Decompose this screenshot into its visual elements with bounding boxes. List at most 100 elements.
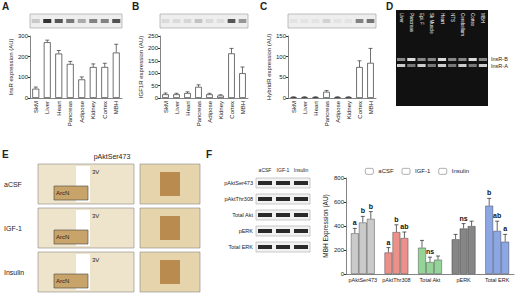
svg-text:250: 250 bbox=[148, 33, 159, 39]
svg-text:Cortex: Cortex bbox=[357, 101, 363, 119]
svg-text:400: 400 bbox=[334, 223, 345, 229]
svg-text:SkM: SkM bbox=[33, 101, 39, 113]
svg-text:Kidney: Kidney bbox=[218, 101, 224, 119]
svg-text:3V: 3V bbox=[92, 257, 99, 263]
svg-text:50: 50 bbox=[151, 83, 158, 89]
svg-text:ArcN: ArcN bbox=[56, 278, 69, 284]
svg-text:b: b bbox=[487, 189, 491, 196]
svg-text:Heart: Heart bbox=[313, 101, 319, 116]
svg-text:200: 200 bbox=[148, 45, 159, 51]
svg-text:pAktThr308: pAktThr308 bbox=[382, 277, 410, 283]
svg-text:ArcN: ArcN bbox=[56, 190, 69, 196]
svg-text:b: b bbox=[394, 216, 398, 223]
svg-text:Pancreas: Pancreas bbox=[67, 101, 73, 126]
svg-text:NTS: NTS bbox=[450, 13, 455, 22]
svg-text:IGF1R expression (AU): IGF1R expression (AU) bbox=[138, 36, 144, 98]
svg-text:Liver: Liver bbox=[174, 101, 180, 114]
svg-text:Pancreas: Pancreas bbox=[196, 101, 202, 126]
svg-text:0: 0 bbox=[25, 95, 29, 101]
svg-text:Cortex: Cortex bbox=[229, 101, 235, 119]
svg-text:Total ERK: Total ERK bbox=[485, 277, 510, 283]
svg-text:C: C bbox=[260, 1, 267, 12]
svg-text:100: 100 bbox=[276, 54, 287, 60]
svg-text:IGF-1: IGF-1 bbox=[4, 225, 22, 232]
svg-text:ArcN: ArcN bbox=[56, 234, 69, 240]
svg-text:Heart: Heart bbox=[56, 101, 62, 116]
svg-text:Insulin: Insulin bbox=[4, 269, 24, 276]
svg-text:Heart: Heart bbox=[185, 101, 191, 116]
svg-text:a: a bbox=[386, 239, 390, 246]
svg-text:SkM: SkM bbox=[163, 101, 169, 113]
svg-text:Heart: Heart bbox=[440, 13, 445, 25]
svg-text:pAktSer473: pAktSer473 bbox=[224, 180, 253, 186]
svg-text:InsR-A: InsR-A bbox=[491, 63, 508, 69]
svg-text:Total ERK: Total ERK bbox=[229, 244, 254, 250]
svg-text:E: E bbox=[2, 149, 9, 160]
svg-text:ab: ab bbox=[493, 212, 501, 219]
svg-text:MBH: MBH bbox=[480, 13, 485, 23]
svg-text:D: D bbox=[386, 1, 393, 12]
svg-text:MBH: MBH bbox=[113, 101, 119, 114]
svg-text:Insulin: Insulin bbox=[294, 167, 309, 173]
svg-text:ab: ab bbox=[400, 223, 408, 230]
svg-text:Pancreas: Pancreas bbox=[324, 101, 330, 126]
svg-text:Liver: Liver bbox=[302, 101, 308, 114]
svg-text:Cortex: Cortex bbox=[102, 101, 108, 119]
svg-text:150: 150 bbox=[148, 58, 159, 64]
svg-text:A: A bbox=[2, 1, 9, 12]
svg-text:MBH: MBH bbox=[240, 101, 246, 114]
svg-text:Kidney: Kidney bbox=[346, 101, 352, 119]
svg-text:aCSF: aCSF bbox=[4, 181, 22, 188]
svg-text:IGF-1: IGF-1 bbox=[415, 168, 431, 174]
svg-text:Kidney: Kidney bbox=[90, 101, 96, 119]
svg-text:Cerebellum: Cerebellum bbox=[460, 13, 465, 36]
svg-text:InsR-B: InsR-B bbox=[491, 56, 508, 62]
svg-text:Total Akt: Total Akt bbox=[232, 212, 253, 218]
svg-text:0: 0 bbox=[283, 95, 287, 101]
svg-text:Cortex: Cortex bbox=[470, 13, 475, 27]
svg-text:SkM: SkM bbox=[291, 101, 297, 113]
svg-text:pAktSer473: pAktSer473 bbox=[348, 277, 377, 283]
svg-text:aCSF: aCSF bbox=[259, 167, 272, 173]
svg-text:F: F bbox=[206, 149, 212, 160]
svg-text:800: 800 bbox=[334, 175, 345, 181]
svg-text:Total Akt: Total Akt bbox=[420, 277, 441, 283]
svg-text:Adipose: Adipose bbox=[207, 100, 213, 122]
svg-text:InsR expression (AU): InsR expression (AU) bbox=[8, 38, 14, 95]
svg-text:3V: 3V bbox=[92, 213, 99, 219]
svg-text:Adipose: Adipose bbox=[335, 100, 341, 122]
svg-text:3V: 3V bbox=[92, 169, 99, 175]
svg-text:pAktSer473: pAktSer473 bbox=[94, 153, 131, 161]
svg-text:300: 300 bbox=[18, 33, 29, 39]
svg-text:pAktThr308: pAktThr308 bbox=[225, 196, 253, 202]
svg-text:ns: ns bbox=[460, 215, 468, 222]
svg-text:50: 50 bbox=[279, 74, 286, 80]
svg-text:0: 0 bbox=[155, 95, 159, 101]
svg-text:a: a bbox=[353, 219, 357, 226]
svg-text:0: 0 bbox=[341, 271, 345, 277]
svg-text:B: B bbox=[132, 1, 139, 12]
svg-text:Adipose: Adipose bbox=[79, 100, 85, 122]
svg-text:Liver: Liver bbox=[399, 13, 404, 23]
svg-text:b: b bbox=[369, 203, 373, 210]
svg-text:a: a bbox=[503, 225, 507, 232]
svg-text:b: b bbox=[361, 207, 365, 214]
svg-text:pERK: pERK bbox=[239, 228, 254, 234]
svg-text:ns: ns bbox=[426, 248, 434, 255]
svg-text:MBH Expression (AU): MBH Expression (AU) bbox=[322, 194, 330, 258]
svg-text:aCSF: aCSF bbox=[378, 168, 394, 174]
svg-text:200: 200 bbox=[18, 54, 29, 60]
svg-text:100: 100 bbox=[18, 74, 29, 80]
svg-text:MBH: MBH bbox=[368, 101, 374, 114]
svg-text:pERK: pERK bbox=[456, 277, 471, 283]
svg-text:IGF-1: IGF-1 bbox=[277, 167, 290, 173]
svg-text:Sk Muscle: Sk Muscle bbox=[429, 13, 434, 34]
svg-text:Insulin: Insulin bbox=[452, 168, 469, 174]
svg-text:200: 200 bbox=[334, 247, 345, 253]
svg-text:150: 150 bbox=[276, 33, 287, 39]
svg-text:Pancreas: Pancreas bbox=[409, 13, 414, 33]
svg-text:Liver: Liver bbox=[44, 101, 50, 114]
svg-text:Epi. F: Epi. F bbox=[419, 13, 424, 25]
svg-text:100: 100 bbox=[148, 70, 159, 76]
svg-text:600: 600 bbox=[334, 199, 345, 205]
